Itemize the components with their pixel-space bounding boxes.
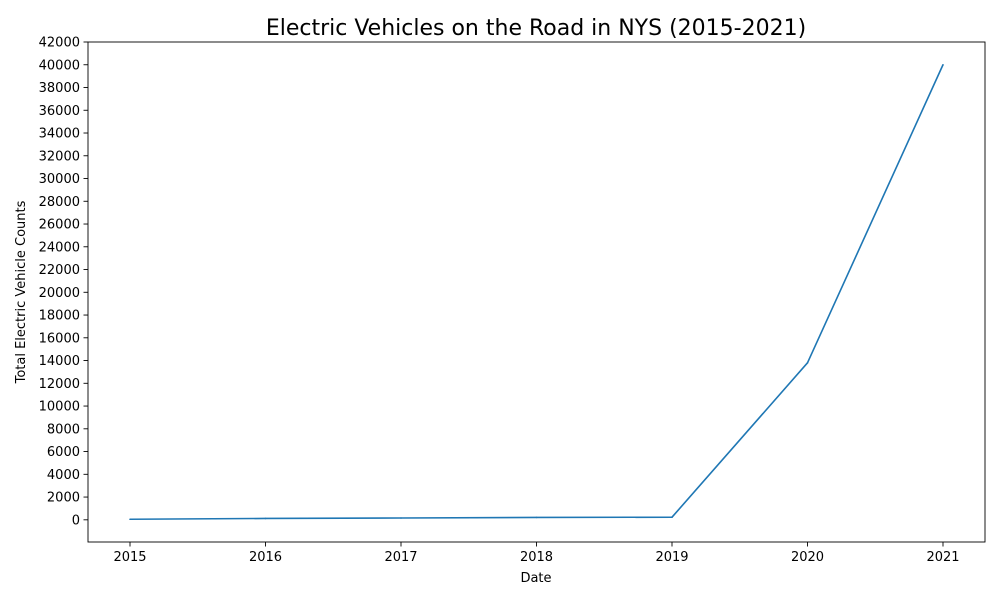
x-tick-label: 2016 [249, 550, 282, 565]
chart-title: Electric Vehicles on the Road in NYS (20… [266, 16, 806, 41]
x-axis-label: Date [520, 571, 551, 586]
y-tick-label: 2000 [47, 491, 80, 506]
y-tick-label: 4000 [47, 468, 80, 483]
y-tick-label: 22000 [39, 263, 80, 278]
y-tick-label: 14000 [39, 354, 80, 369]
x-tick-label: 2015 [113, 550, 146, 565]
y-tick-label: 18000 [39, 309, 80, 324]
y-tick-label: 28000 [39, 195, 80, 210]
y-tick-label: 8000 [47, 422, 80, 437]
y-tick-label: 16000 [39, 331, 80, 346]
y-axis-label: Total Electric Vehicle Counts [14, 200, 29, 384]
data-point [806, 362, 809, 364]
y-tick-label: 38000 [39, 81, 80, 96]
data-point [400, 517, 402, 519]
x-tick-label: 2020 [791, 550, 824, 565]
data-point [264, 517, 267, 520]
y-tick-label: 40000 [39, 58, 80, 73]
x-tick-label: 2018 [520, 550, 553, 565]
x-tick-label: 2019 [655, 550, 688, 565]
y-tick-label: 0 [72, 513, 80, 528]
y-tick-label: 20000 [39, 286, 80, 301]
y-tick-label: 24000 [39, 240, 80, 255]
data-point [535, 516, 538, 519]
data-point [942, 63, 944, 66]
plot-frame [87, 41, 986, 543]
x-tick-label: 2021 [926, 550, 959, 565]
y-tick-label: 34000 [39, 127, 80, 142]
x-tick-label: 2017 [384, 550, 417, 565]
y-tick-label: 36000 [39, 104, 80, 119]
y-tick-label: 32000 [39, 149, 80, 164]
y-tick-label: 26000 [39, 218, 80, 233]
plot-area: 2015 2016 2017 2018 2019 2020 2021 0 2000 4000 600… [39, 36, 986, 565]
y-tick-label: 10000 [39, 400, 80, 415]
data-point [129, 518, 131, 521]
y-tick-label: 42000 [39, 36, 80, 51]
data-point [671, 516, 673, 518]
y-tick-label: 30000 [39, 172, 80, 187]
y-tick-label: 12000 [39, 377, 80, 392]
y-tick-label: 6000 [47, 445, 80, 460]
